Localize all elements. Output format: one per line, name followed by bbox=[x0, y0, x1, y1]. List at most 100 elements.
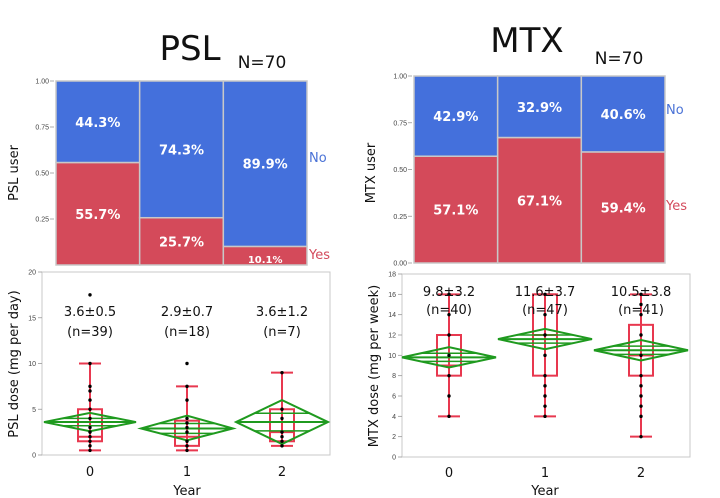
mtx-dose-y-ticks: 0 2 4 6 8 10 12 14 16 18 bbox=[388, 272, 402, 462]
psl-data-point bbox=[185, 421, 189, 425]
psl-year-tick-label: 0 bbox=[86, 465, 94, 480]
mtx-mosaic-yes-label: 57.1% bbox=[433, 204, 478, 219]
mtx-data-point bbox=[543, 414, 547, 419]
psl-mosaic-tick-label: 0.50 bbox=[35, 171, 49, 178]
mtx-year-axis-title: Year bbox=[530, 484, 559, 498]
mtx-dose-group: 10.5±3.8 (n=41) bbox=[593, 285, 689, 439]
mtx-mosaic-no-bar bbox=[413, 75, 499, 157]
psl-mosaic-no-bar bbox=[138, 80, 225, 219]
mtx-dose-tick-label: 10 bbox=[388, 353, 396, 360]
psl-mosaic-no-bar bbox=[55, 80, 141, 164]
mtx-data-point bbox=[543, 292, 547, 297]
mtx-legend-yes: Yes bbox=[665, 199, 687, 214]
psl-data-point bbox=[280, 416, 284, 421]
psl-data-point bbox=[88, 435, 92, 439]
mtx-data-point bbox=[639, 434, 643, 439]
mtx-mean-sd-label: 11.6±3.7 bbox=[515, 285, 576, 300]
mtx-mosaic-tick-label: 0.75 bbox=[393, 120, 407, 127]
mtx-dose-tick-label: 18 bbox=[388, 272, 396, 279]
mtx-data-point bbox=[543, 333, 547, 337]
psl-data-point bbox=[88, 293, 92, 297]
mtx-mosaic-no-label: 32.9% bbox=[517, 101, 562, 116]
mtx-data-point bbox=[639, 414, 643, 419]
psl-data-point bbox=[88, 430, 92, 434]
mtx-data-point bbox=[639, 292, 643, 297]
psl-mosaic-tick-label: 1.00 bbox=[35, 79, 49, 86]
psl-user-axis-title: PSL user bbox=[7, 144, 22, 200]
mtx-mosaic-chart: MTX N=70 MTX user 0.00 0.25 0.50 0.75 1.00 5… bbox=[364, 21, 687, 268]
mtx-dose-group: 11.6±3.7 (n=47) bbox=[497, 285, 593, 419]
mtx-mosaic-no-label: 42.9% bbox=[433, 110, 478, 125]
psl-mosaic-yes-bar bbox=[55, 161, 141, 266]
mtx-n-label: (n=41) bbox=[618, 303, 664, 318]
psl-data-point bbox=[280, 407, 284, 411]
mtx-dose-tick-label: 0 bbox=[392, 455, 396, 462]
psl-mosaic-y-ticks: 0.25 0.50 0.75 1.00 bbox=[35, 79, 54, 224]
mtx-dose-axis-title: MTX dose (mg per week) bbox=[367, 285, 382, 447]
psl-mean-sd-label: 2.9±0.7 bbox=[161, 305, 213, 320]
mtx-data-point bbox=[639, 404, 643, 408]
psl-data-point bbox=[88, 444, 92, 448]
psl-mosaic-chart: PSL N=70 PSL user 0.25 0.50 0.75 1.00 55.7%… bbox=[7, 29, 330, 266]
mtx-dose-tick-label: 14 bbox=[388, 312, 396, 319]
mtx-mosaic-tick-label: 0.00 bbox=[393, 261, 407, 268]
psl-data-point bbox=[88, 448, 92, 453]
mtx-data-point bbox=[447, 373, 451, 378]
psl-data-point bbox=[185, 444, 189, 448]
mtx-title: MTX bbox=[490, 21, 563, 61]
psl-n-label: (n=7) bbox=[263, 325, 301, 340]
psl-dose-tick-label: 20 bbox=[28, 270, 36, 277]
mtx-n-label: N=70 bbox=[595, 49, 644, 69]
psl-legend-no: No bbox=[309, 151, 327, 166]
psl-dose-tick-label: 10 bbox=[28, 361, 36, 368]
psl-data-point bbox=[88, 384, 92, 389]
mtx-data-point bbox=[543, 394, 547, 398]
psl-dose-group: 3.6±1.2 (n=7) bbox=[233, 305, 331, 448]
mtx-dose-x-ticks: 0 1 2 bbox=[445, 466, 645, 481]
mtx-mosaic-bars: 57.1% 42.9% 67.1% 32.9% 59.4% 40.6% bbox=[413, 75, 666, 264]
psl-data-point bbox=[88, 439, 92, 443]
psl-data-point bbox=[88, 361, 92, 366]
mtx-data-point bbox=[639, 394, 643, 398]
psl-data-point bbox=[88, 407, 92, 411]
mtx-mean-sd-label: 10.5±3.8 bbox=[611, 285, 672, 300]
psl-n-label: (n=39) bbox=[67, 325, 113, 340]
mtx-data-point bbox=[639, 312, 643, 317]
mtx-data-point bbox=[543, 373, 547, 378]
mtx-mean-sd-label: 9.8±3.2 bbox=[423, 285, 475, 300]
psl-dose-tick-label: 5 bbox=[32, 407, 36, 414]
psl-mean-sd-label: 3.6±1.2 bbox=[256, 305, 308, 320]
psl-mosaic-yes-label: 10.1% bbox=[248, 255, 283, 266]
psl-data-point bbox=[88, 398, 92, 402]
psl-dose-groups: 3.6±0.5 (n=39) 2.9±0.7 (n=18) 3.6±1.2 (n=7) bbox=[43, 293, 331, 453]
psl-legend-yes: Yes bbox=[308, 248, 330, 263]
psl-mean-sd-label: 3.6±0.5 bbox=[64, 305, 116, 320]
psl-data-point bbox=[88, 389, 92, 393]
psl-mosaic-bars: 55.7% 44.3% 25.7% 74.3% 10.1% 89.9% bbox=[55, 80, 308, 266]
mtx-mosaic-yes-label: 59.4% bbox=[601, 201, 646, 216]
psl-year-axis-title: Year bbox=[172, 484, 201, 498]
mtx-data-point bbox=[639, 302, 643, 307]
psl-dose-x-ticks: 0 1 2 bbox=[86, 465, 286, 480]
mtx-data-point bbox=[639, 353, 643, 358]
psl-data-point bbox=[185, 416, 189, 421]
mtx-data-point bbox=[543, 384, 547, 388]
mtx-mosaic-tick-label: 0.50 bbox=[393, 167, 407, 174]
mtx-data-point bbox=[447, 333, 451, 337]
psl-data-point bbox=[280, 444, 284, 448]
psl-data-point bbox=[185, 398, 189, 402]
psl-data-point bbox=[280, 439, 284, 443]
psl-data-point bbox=[280, 370, 284, 375]
mtx-mosaic-no-bar bbox=[580, 75, 666, 153]
mtx-dose-groups: 9.8±3.2 (n=40) 11.6±3.7 (n=47) 10.5±3.8 (n=41… bbox=[401, 285, 689, 439]
mtx-mosaic-y-ticks: 0.00 0.25 0.50 0.75 1.00 bbox=[393, 74, 412, 268]
psl-year-tick-label: 2 bbox=[278, 465, 286, 480]
psl-mosaic-no-label: 74.3% bbox=[159, 143, 204, 158]
mtx-data-point bbox=[447, 414, 451, 419]
psl-title: PSL bbox=[159, 29, 220, 69]
psl-data-point bbox=[185, 384, 189, 389]
psl-dose-tick-label: 0 bbox=[32, 453, 36, 460]
